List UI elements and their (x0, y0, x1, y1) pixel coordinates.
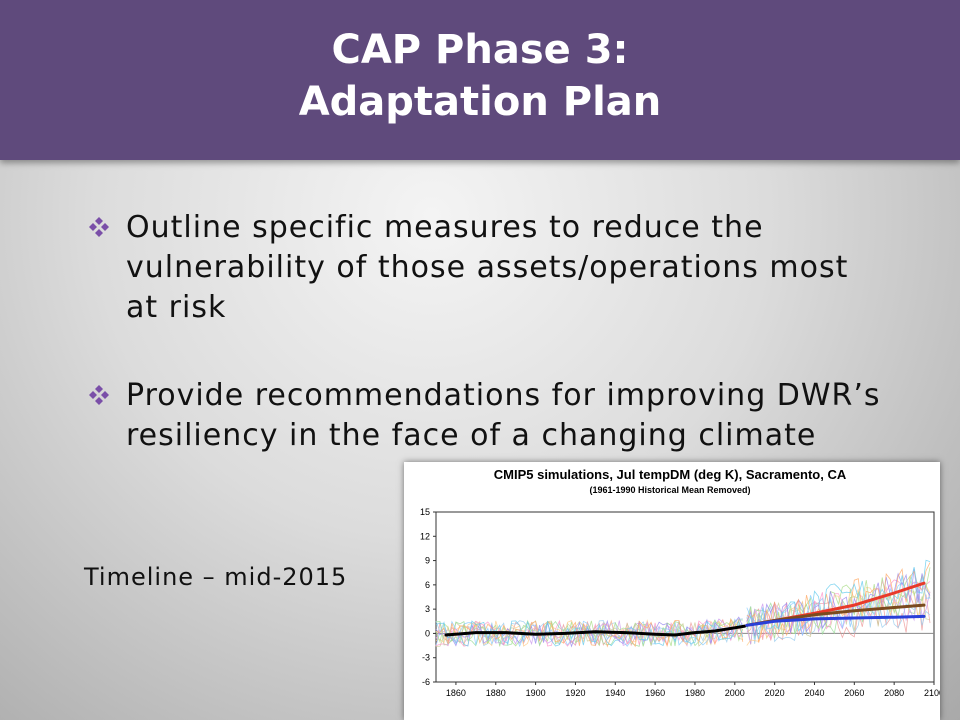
ensemble-member-historical (435, 618, 743, 647)
chart-panel: CMIP5 simulations, Jul tempDM (deg K), S… (404, 462, 940, 720)
y-tick-label: 9 (425, 556, 430, 566)
bullet-item-2: Provide recommendations for improving DW… (84, 376, 884, 456)
diamond-bullet-icon (89, 385, 109, 405)
title-banner: CAP Phase 3: Adaptation Plan (0, 0, 960, 160)
series-line-4 (745, 614, 926, 627)
slide-title-line-1: CAP Phase 3: (331, 27, 629, 73)
bullet-text-1: Outline specific measures to reduce the … (126, 210, 849, 325)
y-tick-label: 0 (425, 628, 430, 638)
x-tick-label: 1980 (685, 688, 705, 698)
ensemble-member-historical (435, 619, 744, 647)
x-tick-label: 2000 (725, 688, 745, 698)
y-tick-label: -6 (422, 677, 430, 687)
bullet-text-2: Provide recommendations for improving DW… (126, 378, 881, 453)
y-tick-label: -3 (422, 653, 430, 663)
x-tick-label: 1880 (486, 688, 506, 698)
ensemble-member-future (746, 579, 931, 641)
chart-subtitle: (1961-1990 Historical Mean Removed) (589, 485, 750, 495)
x-tick-label: 1920 (565, 688, 585, 698)
x-tick-label: 2040 (804, 688, 824, 698)
timeline-text: Timeline – mid-2015 (84, 563, 348, 591)
diamond-bullet-icon (89, 217, 109, 237)
plot-area: 15 12 9 6 3 0 -3 -6 1860 1880 1900 1920 1940 1960 1980… (420, 507, 940, 698)
y-tick-label: 12 (420, 531, 430, 541)
x-tick-label: 2100 (924, 688, 940, 698)
series-line-1 (444, 624, 747, 637)
slide-title-line-2: Adaptation Plan (298, 79, 662, 125)
y-tick-label: 3 (425, 604, 430, 614)
ensemble-member-historical (435, 616, 744, 648)
x-tick-label: 1940 (605, 688, 625, 698)
x-tick-label: 2080 (884, 688, 904, 698)
x-tick-label: 2060 (844, 688, 864, 698)
y-tick-label: 6 (425, 580, 430, 590)
plot-frame (435, 511, 935, 683)
x-tick-label: 2020 (765, 688, 785, 698)
y-tick-label: 15 (420, 507, 430, 517)
chart-title: CMIP5 simulations, Jul tempDM (deg K), S… (494, 467, 847, 482)
ensemble-member-future (746, 594, 931, 641)
x-tick-label: 1960 (645, 688, 665, 698)
x-tick-label: 1860 (446, 688, 466, 698)
x-tick-label: 1900 (526, 688, 546, 698)
bullet-item-1: Outline specific measures to reduce the … (84, 208, 884, 328)
cmip5-chart: CMIP5 simulations, Jul tempDM (deg K), S… (420, 467, 940, 698)
